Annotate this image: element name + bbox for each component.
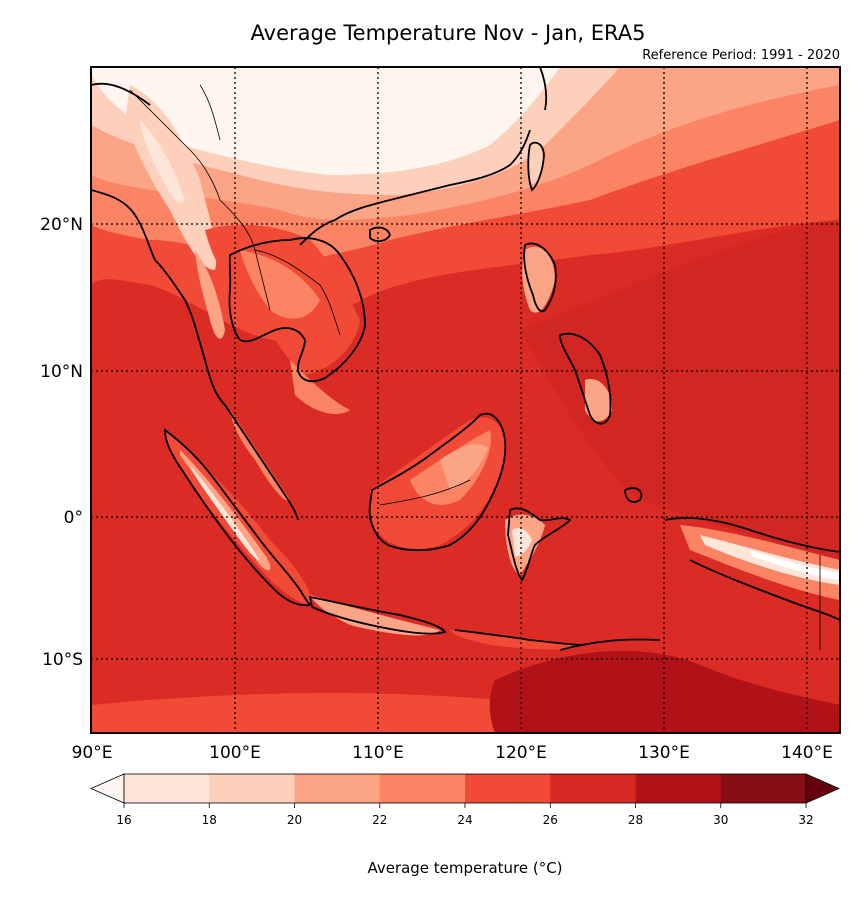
lon-tick-label: 110°E (352, 743, 404, 763)
colorbar: 16 18 20 22 24 26 28 30 32 Average temperature (… (90, 773, 840, 877)
colorbar-tick-label: 20 (287, 813, 302, 827)
lat-tick-label: 0° (64, 508, 83, 528)
temperature-field (91, 67, 840, 733)
colorbar-bin (465, 774, 551, 803)
lon-tick-label: 90°E (72, 743, 113, 763)
colorbar-under-arrow (90, 773, 125, 804)
map-title: Average Temperature Nov - Jan, ERA5 (251, 21, 646, 45)
map-frame (90, 66, 841, 734)
colorbar-bin (379, 774, 466, 803)
colorbar-bin (124, 774, 210, 803)
colorbar-bin (209, 774, 295, 803)
lat-tick-label: 10°N (40, 362, 83, 382)
colorbar-tick-label: 26 (543, 813, 558, 827)
lat-tick-label: 10°S (42, 650, 83, 670)
borders (129, 84, 821, 650)
colorbar-bin (550, 774, 636, 803)
colorbar-tick-label: 16 (116, 813, 131, 827)
colorbar-tick-label: 30 (713, 813, 728, 827)
map-subtitle: Reference Period: 1991 - 2020 (642, 48, 840, 63)
colorbar-tick-label: 18 (202, 813, 217, 827)
lat-tick-label: 20°N (40, 215, 83, 235)
colorbar-bin (720, 774, 807, 803)
colorbar-tick-label: 28 (628, 813, 643, 827)
lon-tick-label: 100°E (209, 743, 261, 763)
colorbar-bin (635, 774, 722, 803)
lon-tick-label: 120°E (495, 743, 547, 763)
lon-tick-label: 140°E (781, 743, 833, 763)
gridlines (91, 67, 840, 733)
colorbar-tick-label: 32 (798, 813, 813, 827)
south-cool-band (91, 693, 500, 733)
colorbar-tick-label: 22 (372, 813, 387, 827)
lon-tick-label: 130°E (638, 743, 690, 763)
colorbar-over-arrow (805, 773, 840, 804)
colorbar-label: Average temperature (°C) (367, 859, 562, 877)
colorbar-tick-label: 24 (457, 813, 472, 827)
coastlines (91, 67, 840, 651)
north-australia-warm (489, 650, 840, 733)
colorbar-bin (294, 774, 381, 803)
